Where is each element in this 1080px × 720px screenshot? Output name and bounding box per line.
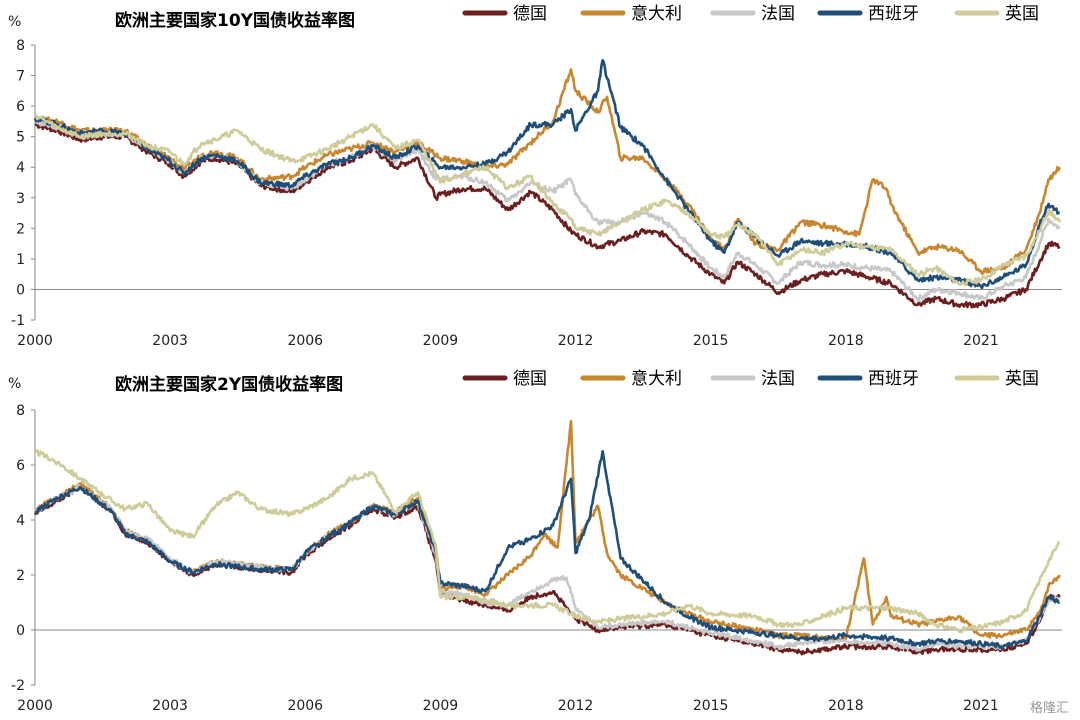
- series-line-5: [34, 114, 1061, 287]
- x-tick-label: 2012: [558, 698, 594, 714]
- x-tick-label: 2003: [152, 333, 188, 349]
- y-tick-label: -2: [11, 678, 25, 694]
- y-tick-label: 6: [16, 99, 25, 115]
- watermark: 格隆汇: [1030, 700, 1069, 716]
- series-line-1: [34, 123, 1061, 309]
- legend-label: 英国: [1005, 369, 1039, 389]
- legend-label: 西班牙: [868, 4, 919, 24]
- legend: 德国 意大利 法国 西班牙 英国: [462, 4, 1039, 24]
- chart-title: 欧洲主要国家2Y国债收益率图: [115, 374, 343, 395]
- legend-label: 法国: [761, 369, 795, 389]
- series-line-3: [34, 119, 1061, 303]
- x-tick-label: 2006: [287, 698, 323, 714]
- series-line-4: [34, 450, 1060, 650]
- y-unit-label: %: [8, 14, 21, 30]
- chart-panel-2y: 欧洲主要国家2Y国债收益率图 % 德国 意大利 法国 西班牙 英国 -2 0 2 4 6 8 200…: [8, 369, 1062, 714]
- x-tick-label: 2015: [693, 333, 729, 349]
- axes: -1 0 1 2 3 4 5 6 7 8 2000 2003 2006 2009 2012 2015 2018 2…: [11, 38, 1062, 349]
- legend-label: 意大利: [631, 369, 682, 389]
- y-tick-label: 2: [16, 568, 25, 584]
- y-tick-label: 3: [16, 191, 25, 207]
- y-tick-label: 7: [16, 69, 25, 85]
- x-tick-label: 2021: [963, 333, 999, 349]
- legend-label: 德国: [513, 369, 547, 389]
- x-tick-label: 2009: [423, 333, 459, 349]
- series-lines: [33, 59, 1061, 309]
- legend-label: 意大利: [631, 4, 682, 24]
- series-line-4: [33, 59, 1061, 290]
- legend-label: 英国: [1005, 4, 1039, 24]
- y-tick-label: -1: [11, 313, 25, 329]
- x-tick-label: 2006: [287, 333, 323, 349]
- y-tick-label: 6: [16, 458, 25, 474]
- y-tick-label: 2: [16, 221, 25, 237]
- x-tick-label: 2003: [152, 698, 188, 714]
- x-tick-label: 2015: [693, 698, 729, 714]
- x-tick-label: 2018: [828, 333, 864, 349]
- legend-label: 法国: [761, 4, 795, 24]
- legend: 德国 意大利 法国 西班牙 英国: [462, 369, 1039, 389]
- y-tick-label: 0: [16, 282, 25, 298]
- x-tick-label: 2018: [828, 698, 864, 714]
- series-line-5: [34, 448, 1061, 634]
- x-tick-label: 2009: [423, 698, 459, 714]
- x-tick-label: 2000: [17, 333, 53, 349]
- y-tick-label: 5: [16, 130, 25, 146]
- y-unit-label: %: [8, 376, 21, 392]
- legend-label: 西班牙: [868, 369, 919, 389]
- chart-panel-10y: 欧洲主要国家10Y国债收益率图 % 德国 意大利 法国 西班牙 英国 -1 0 1 2 3 4 5 6…: [8, 4, 1062, 349]
- series-line-1: [33, 485, 1061, 656]
- y-tick-label: 4: [16, 513, 25, 529]
- chart-title: 欧洲主要国家10Y国债收益率图: [115, 10, 355, 31]
- x-tick-label: 2012: [558, 333, 594, 349]
- series-line-2: [34, 419, 1061, 642]
- y-tick-label: 4: [16, 160, 25, 176]
- x-tick-label: 2021: [963, 698, 999, 714]
- y-tick-label: 0: [16, 623, 25, 639]
- axes: -2 0 2 4 6 8 2000 2003 2006 2009 2012 2015 2018 2021: [11, 403, 1062, 714]
- x-tick-label: 2000: [17, 698, 53, 714]
- y-tick-label: 8: [16, 38, 25, 54]
- y-tick-label: 1: [16, 252, 25, 268]
- series-lines: [33, 419, 1061, 656]
- legend-label: 德国: [513, 4, 547, 24]
- y-tick-label: 8: [16, 403, 25, 419]
